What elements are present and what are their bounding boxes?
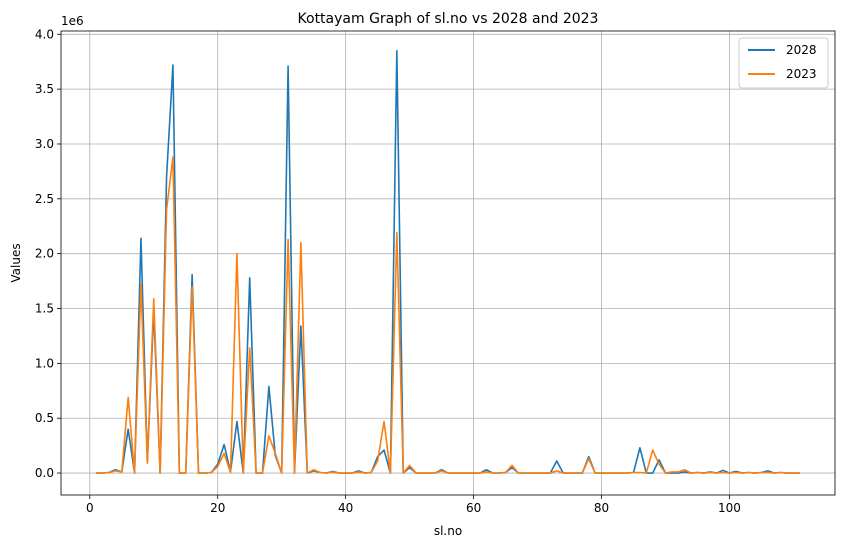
x-tick-label: 0 bbox=[86, 501, 94, 515]
legend: 2028 2023 bbox=[738, 37, 829, 89]
y-tick-label: 2.0 bbox=[35, 247, 54, 261]
chart-title: Kottayam Graph of sl.no vs 2028 and 2023 bbox=[298, 11, 599, 27]
x-tick-label: 100 bbox=[718, 501, 741, 515]
grid bbox=[61, 31, 835, 495]
axis-ticks: 0 20 40 60 80 100 0.0 0.5 1.0 1.5 2.0 2.5 3.0 3.5 4.0 bbox=[35, 27, 741, 515]
y-offset-label: 1e6 bbox=[61, 14, 84, 28]
legend-label-2023: 2023 bbox=[786, 67, 817, 81]
series-line-2023 bbox=[96, 156, 800, 474]
y-tick-label: 0.5 bbox=[35, 411, 54, 425]
y-tick-label: 1.0 bbox=[35, 356, 54, 370]
x-tick-label: 60 bbox=[466, 501, 481, 515]
x-axis-label: sl.no bbox=[434, 524, 462, 538]
y-axis-label: Values bbox=[9, 243, 23, 282]
y-tick-label: 2.5 bbox=[35, 192, 54, 206]
x-tick-label: 20 bbox=[210, 501, 225, 515]
x-tick-label: 80 bbox=[594, 501, 609, 515]
y-tick-label: 3.5 bbox=[35, 82, 54, 96]
plot-area-frame bbox=[60, 30, 836, 496]
y-tick-label: 1.5 bbox=[35, 302, 54, 316]
x-tick-label: 40 bbox=[338, 501, 353, 515]
y-tick-label: 3.0 bbox=[35, 137, 54, 151]
y-tick-label: 4.0 bbox=[35, 27, 54, 41]
series-lines bbox=[96, 49, 800, 474]
y-tick-label: 0.0 bbox=[35, 466, 54, 480]
legend-label-2028: 2028 bbox=[786, 43, 817, 57]
